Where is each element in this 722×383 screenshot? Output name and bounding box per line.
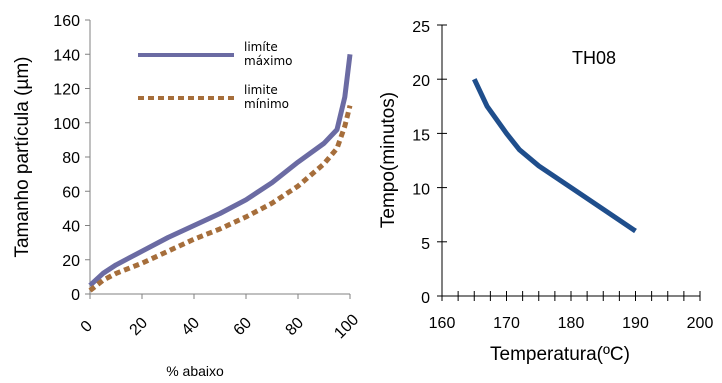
left-y-axis-label: Tamanho partícula (µm) xyxy=(12,56,33,257)
left-y-tick-label: 100 xyxy=(53,116,80,133)
left-y-ticks: 0 20 40 60 80 100 120 140 160 xyxy=(53,13,90,304)
left-x-tick-label: 60 xyxy=(231,314,256,339)
right-y-tick-label: 20 xyxy=(412,73,430,90)
left-x-tick-label: 80 xyxy=(283,314,308,339)
tempo-series-line xyxy=(472,78,637,234)
left-y-tick-label: 80 xyxy=(62,150,80,167)
legend-max-line2: máximo xyxy=(244,54,293,68)
left-y-tick-label: 0 xyxy=(71,287,80,304)
right-y-tick-label: 5 xyxy=(421,236,430,253)
right-x-axis-label: Temperatura(ºC) xyxy=(490,344,630,365)
right-y-tick-label: 0 xyxy=(421,290,430,307)
th08-annotation: TH08 xyxy=(572,48,616,68)
left-y-tick-label: 60 xyxy=(62,184,80,201)
right-x-tick-label: 190 xyxy=(622,315,649,332)
legend-max-line1: limíte xyxy=(244,40,278,54)
particle-size-chart: 0 20 40 60 80 100 120 140 160 0 20 40 60 80 100 limít… xyxy=(12,13,362,379)
right-y-tick-label: 15 xyxy=(412,127,430,144)
right-y-ticks: 0 5 10 15 20 25 xyxy=(412,19,447,307)
legend-min-line1: limite xyxy=(244,83,278,97)
left-x-axis-label: % abaixo xyxy=(166,363,224,379)
left-series-lines xyxy=(88,53,353,293)
left-y-tick-label: 140 xyxy=(53,47,80,64)
min-limit-series-line xyxy=(88,104,353,293)
right-x-tick-label: 170 xyxy=(493,315,520,332)
left-y-tick-label: 160 xyxy=(53,13,80,30)
right-y-tick-label: 25 xyxy=(412,19,430,36)
right-x-ticks: 160 170 180 190 200 xyxy=(429,291,714,332)
left-x-ticks: 0 20 40 60 80 100 xyxy=(78,294,362,342)
left-y-tick-label: 40 xyxy=(62,219,80,236)
left-y-tick-label: 20 xyxy=(62,253,80,270)
right-x-tick-label: 180 xyxy=(558,315,585,332)
right-y-tick-label: 10 xyxy=(412,182,430,199)
left-x-tick-label: 100 xyxy=(331,311,362,342)
right-x-tick-label: 200 xyxy=(687,315,714,332)
time-temperature-chart: 0 5 10 15 20 25 160 170 180 190 200 TH08 Tempo(mi… xyxy=(378,19,713,365)
left-y-tick-label: 120 xyxy=(53,82,80,99)
max-limit-series-line xyxy=(88,53,353,288)
left-legend: limíte máximo limite mínimo xyxy=(138,40,293,111)
left-x-tick-label: 40 xyxy=(179,314,204,339)
right-x-tick-label: 160 xyxy=(429,315,456,332)
left-x-tick-label: 20 xyxy=(127,314,152,339)
left-x-tick-label: 0 xyxy=(78,318,96,336)
legend-min-line2: mínimo xyxy=(244,97,289,111)
right-series-line xyxy=(472,78,637,234)
right-y-axis-label: Tempo(minutos) xyxy=(378,92,399,228)
